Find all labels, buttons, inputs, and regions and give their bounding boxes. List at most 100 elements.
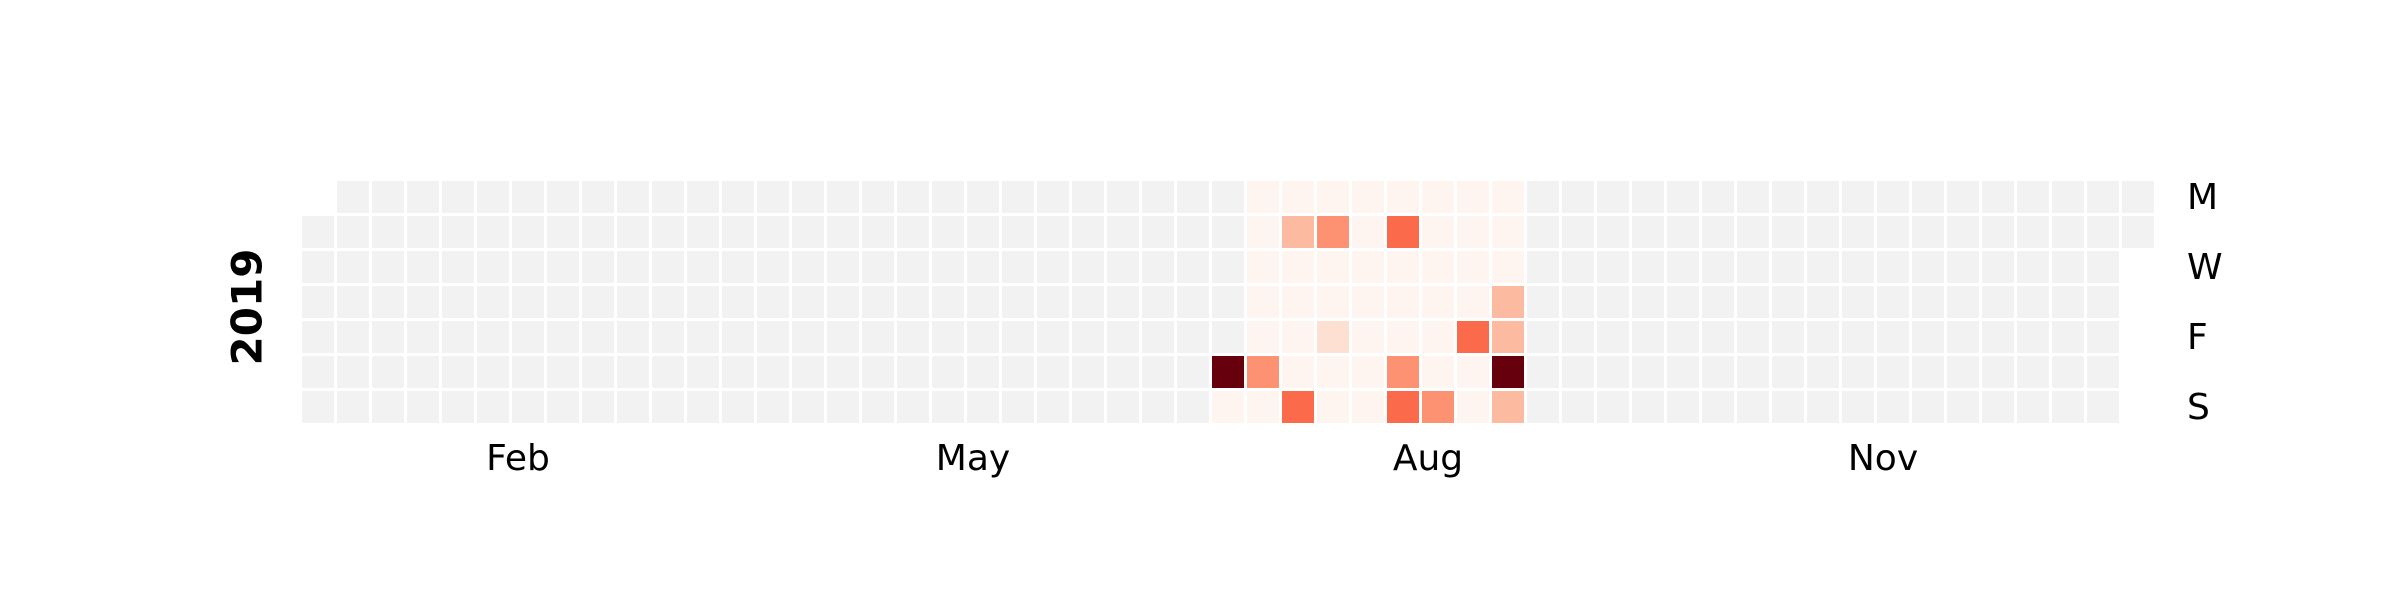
day-cell [2052,251,2084,283]
day-cell [1632,251,1664,283]
day-cell [1842,216,1874,248]
day-cell [1212,321,1244,353]
day-cell [582,286,614,318]
day-cell [1947,356,1979,388]
day-cell [1772,216,1804,248]
day-cell [1282,181,1314,213]
day-cell [1177,216,1209,248]
day-cell [442,181,474,213]
day-cell [1247,251,1279,283]
day-cell [407,216,439,248]
day-cell [617,251,649,283]
day-cell [372,216,404,248]
day-cell [897,286,929,318]
day-cell [1667,356,1699,388]
day-cell [1352,251,1384,283]
day-cell [1632,181,1664,213]
day-cell [1387,391,1419,423]
day-cell [1387,321,1419,353]
day-cell [1457,391,1489,423]
day-cell [1492,356,1524,388]
day-cell [1912,251,1944,283]
day-cell [442,286,474,318]
day-cell [2017,181,2049,213]
day-cell [337,251,369,283]
day-cell [617,391,649,423]
day-cell [1632,216,1664,248]
day-cell [1282,216,1314,248]
day-cell [1387,286,1419,318]
day-cell [1737,216,1769,248]
day-cell [1177,391,1209,423]
day-cell [1912,356,1944,388]
day-cell [1842,251,1874,283]
day-cell [1457,251,1489,283]
day-cell [757,251,789,283]
day-cell [2122,216,2154,248]
day-cell [1177,251,1209,283]
day-cell [547,321,579,353]
day-cell [2087,321,2119,353]
day-cell [932,321,964,353]
day-cell [687,181,719,213]
day-cell [512,321,544,353]
day-cell [1352,181,1384,213]
day-cell [477,181,509,213]
day-cell [617,216,649,248]
day-cell [1737,391,1769,423]
day-cell [1492,216,1524,248]
day-cell [1912,391,1944,423]
day-cell [862,216,894,248]
day-cell [1597,286,1629,318]
day-cell [1632,321,1664,353]
day-cell [1212,356,1244,388]
day-cell [1877,286,1909,318]
day-cell [1352,216,1384,248]
day-cell [1772,321,1804,353]
day-cell [1317,286,1349,318]
day-cell [652,321,684,353]
day-cell [1807,216,1839,248]
day-cell [1562,181,1594,213]
day-cell [477,286,509,318]
day-cell [757,181,789,213]
day-cell [1527,181,1559,213]
day-cell [792,251,824,283]
day-cell [1422,286,1454,318]
day-cell [722,181,754,213]
day-cell [1212,181,1244,213]
day-cell [827,286,859,318]
day-cell [1282,391,1314,423]
day-cell [1597,181,1629,213]
day-cell [547,216,579,248]
day-cell [1632,286,1664,318]
day-cell [1982,321,2014,353]
day-cell [652,286,684,318]
day-cell [1247,286,1279,318]
day-cell [1737,321,1769,353]
day-cell [1842,321,1874,353]
day-cell [547,356,579,388]
day-cell [827,321,859,353]
day-cell [512,286,544,318]
day-cell [1212,216,1244,248]
day-cell [2087,181,2119,213]
weekday-label: W [2187,247,2223,288]
day-cell [1947,216,1979,248]
day-cell [1702,251,1734,283]
day-cell [582,181,614,213]
day-cell [1772,251,1804,283]
day-cell [1912,321,1944,353]
day-cell [897,181,929,213]
day-cell [1282,356,1314,388]
day-cell [1107,356,1139,388]
day-cell [582,321,614,353]
day-cell [1317,181,1349,213]
day-cell [1842,181,1874,213]
day-cell [2017,286,2049,318]
day-cell [1037,251,1069,283]
day-cell [2017,216,2049,248]
day-cell [1107,181,1139,213]
day-cell [1177,356,1209,388]
day-cell [477,251,509,283]
